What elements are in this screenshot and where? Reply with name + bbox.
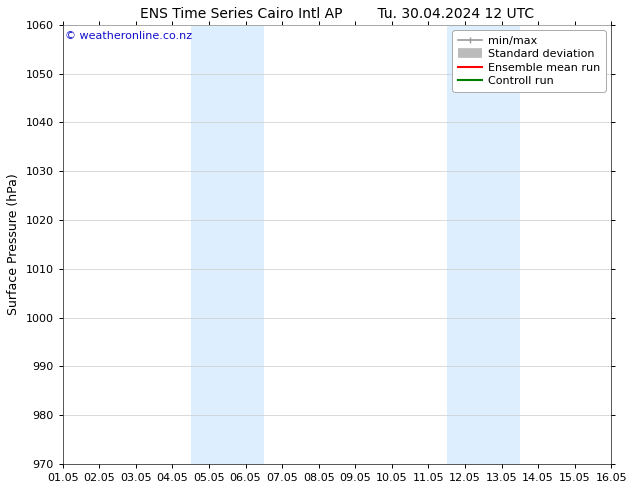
Bar — [447, 25, 520, 464]
Title: ENS Time Series Cairo Intl AP        Tu. 30.04.2024 12 UTC: ENS Time Series Cairo Intl AP Tu. 30.04.… — [140, 7, 534, 21]
Y-axis label: Surface Pressure (hPa): Surface Pressure (hPa) — [7, 173, 20, 316]
Bar — [191, 25, 264, 464]
Text: © weatheronline.co.nz: © weatheronline.co.nz — [65, 31, 193, 42]
Legend: min/max, Standard deviation, Ensemble mean run, Controll run: min/max, Standard deviation, Ensemble me… — [452, 30, 605, 92]
